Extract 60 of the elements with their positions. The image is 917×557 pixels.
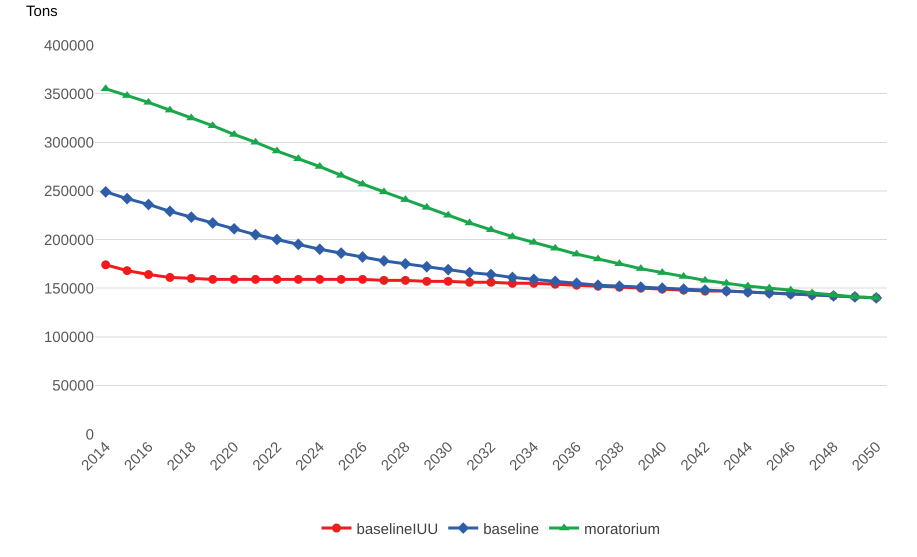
point — [549, 275, 562, 288]
point — [101, 260, 110, 270]
y-tick-label: 100000 — [44, 329, 94, 346]
point — [400, 258, 412, 270]
y-tick-label: 300000 — [44, 134, 94, 152]
point — [442, 264, 454, 276]
point — [185, 211, 198, 223]
point — [144, 270, 154, 280]
point — [121, 192, 133, 205]
point — [422, 202, 432, 210]
point — [678, 283, 690, 295]
point — [164, 205, 176, 218]
point — [142, 198, 154, 210]
point — [422, 276, 432, 286]
point — [379, 276, 388, 285]
y-tick-label: 350000 — [44, 86, 94, 103]
point — [335, 247, 348, 259]
point — [486, 278, 496, 287]
point — [506, 272, 518, 284]
point — [420, 260, 433, 273]
point — [165, 272, 174, 282]
point — [485, 268, 497, 280]
point — [358, 274, 368, 284]
point — [315, 274, 324, 284]
point — [634, 281, 647, 293]
y-tick-label: 150000 — [44, 280, 94, 298]
point — [186, 274, 196, 283]
y-axis-title: Tons — [26, 3, 58, 20]
point — [272, 274, 282, 284]
point — [208, 274, 218, 284]
point — [230, 274, 239, 284]
point — [314, 243, 326, 256]
point — [378, 255, 390, 267]
legend-label: moratorium — [584, 520, 660, 538]
y-tick-label: 0 — [86, 426, 94, 444]
point — [400, 276, 410, 285]
point — [271, 234, 283, 246]
legend-label: baselineIUU — [356, 520, 438, 538]
point — [292, 238, 304, 250]
point — [122, 266, 132, 276]
point — [250, 228, 262, 240]
point — [100, 186, 112, 198]
point — [251, 274, 260, 284]
y-tick-label: 400000 — [44, 37, 94, 54]
point — [465, 278, 474, 287]
point — [656, 282, 668, 294]
y-tick-label: 200000 — [44, 232, 94, 249]
point — [228, 222, 240, 235]
legend-label: baseline — [483, 520, 540, 538]
point — [356, 251, 368, 263]
point — [336, 274, 346, 284]
point — [444, 276, 453, 286]
y-tick-label: 50000 — [52, 378, 94, 395]
point — [294, 274, 303, 284]
point — [570, 277, 582, 290]
point — [592, 279, 604, 292]
y-tick-label: 250000 — [44, 183, 94, 200]
point — [206, 217, 219, 229]
point — [528, 274, 540, 286]
point — [464, 266, 476, 278]
